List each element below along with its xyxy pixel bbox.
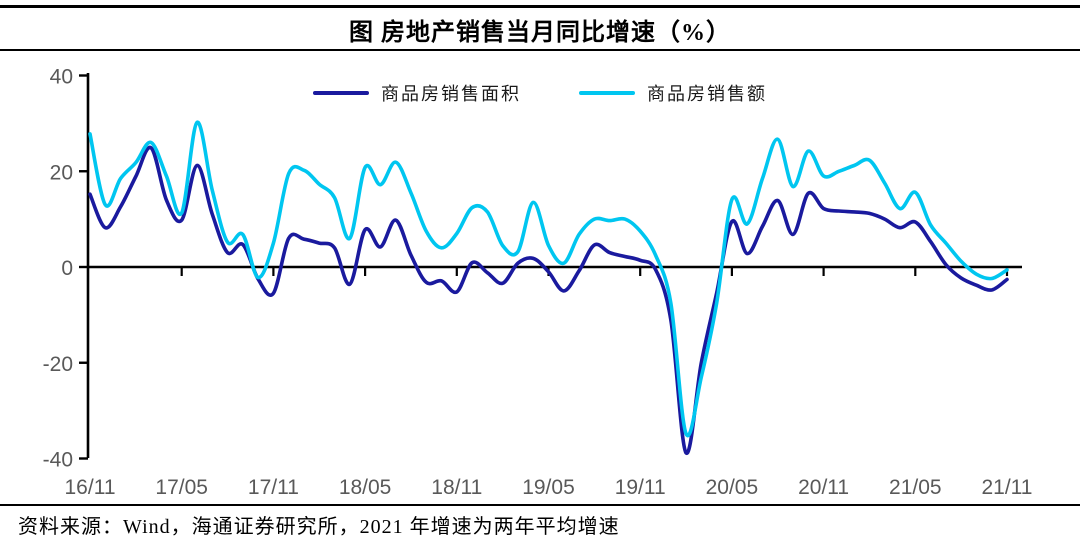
- legend-item-sales-value: 商品房销售额: [579, 80, 767, 106]
- x-tick-label: 21/11: [981, 476, 1032, 499]
- x-tick-label: 21/05: [889, 476, 942, 499]
- x-tick-label: 17/11: [248, 476, 299, 499]
- legend-swatch-sales-area: [313, 91, 369, 95]
- legend-item-sales-area: 商品房销售面积: [313, 80, 521, 106]
- x-tick-label: 20/05: [706, 476, 759, 499]
- sales-area-line: [88, 145, 1009, 455]
- plot-svg: 40 20 0 -20 -40 16/11 17/05 17/11 18/05 18/11 19/0…: [43, 66, 1033, 500]
- y-tick-label: -40: [43, 449, 73, 472]
- y-tick-label: -20: [43, 353, 73, 376]
- x-tick-label: 18/11: [431, 476, 482, 499]
- x-tick-label: 17/05: [155, 476, 208, 499]
- y-tick-label: 20: [50, 161, 73, 184]
- y-tick-label: 0: [61, 257, 73, 280]
- x-tick-label: 16/11: [65, 476, 116, 499]
- legend-label-sales-area: 商品房销售面积: [381, 84, 521, 104]
- title-divider: [0, 49, 1080, 51]
- x-tick-label: 19/11: [615, 476, 666, 499]
- source-note: 资料来源：Wind，海通证券研究所，2021 年增速为两年平均增速: [18, 516, 620, 538]
- top-rule: [0, 5, 1080, 8]
- sales-value-line: [88, 120, 1009, 438]
- chart-title: 图 房地产销售当月同比增速（%）: [349, 20, 731, 46]
- legend-swatch-sales-value: [579, 91, 635, 95]
- legend-label-sales-value: 商品房销售额: [647, 84, 767, 104]
- legend: 商品房销售面积 商品房销售额: [0, 80, 1080, 106]
- x-tick-label: 20/11: [798, 476, 849, 499]
- x-tick-label: 18/05: [339, 476, 392, 499]
- y-tick-label: 40: [50, 66, 73, 89]
- footer-divider: [0, 504, 1080, 506]
- x-tick-label: 19/05: [522, 476, 575, 499]
